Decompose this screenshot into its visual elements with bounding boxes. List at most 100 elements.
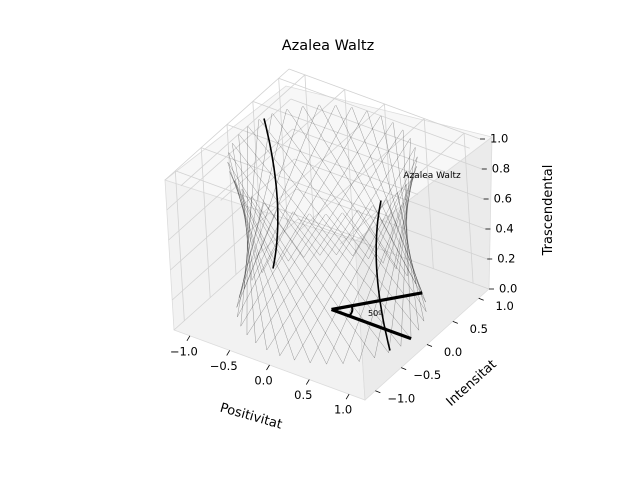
surface-ruling-b [251,105,336,281]
chart-title: Azalea Waltz [282,38,374,54]
x-tick [345,393,350,400]
x-tick [186,335,191,342]
surface-ruling-a [400,138,411,347]
y-tick-label: 0.5 [470,322,488,336]
y-tick-label: 0.0 [444,345,462,359]
x-tick-label: −1.0 [170,344,198,358]
surface-ruling-a [246,214,326,336]
surface-silhouette-left [263,118,279,269]
x-gridline-back [304,74,315,225]
surface-silhouette-right [375,200,391,351]
surface-ruling-b [309,213,412,339]
surface-ruling-a [302,106,408,277]
surface-ruling-b [234,180,327,365]
angle-arc [348,305,354,317]
z-gridline-side [164,68,290,181]
z-tick-label: 1.0 [490,132,508,146]
surface-ruling-a [238,134,337,255]
y-tick-label: −0.5 [413,368,441,382]
surface-ruling-b [237,113,273,317]
surface-ruling-b [246,126,248,335]
x-tick [266,364,270,371]
surface-ruling-a [279,205,373,356]
surface-ruling-a [287,108,397,270]
surface-ruling-b [278,208,389,353]
angle-ray-2 [331,291,423,312]
surface-ruling-b [293,211,402,347]
surface-ruling-a [319,104,417,285]
surface-ruling-a [236,207,278,308]
surface-ruling-a [326,184,407,365]
y-gridline-side [226,124,237,275]
top-pane [164,85,493,242]
surface-annotation: Azalea Waltz [403,171,461,181]
y-gridline-top [201,147,393,219]
surface-ruling-b [303,122,393,258]
surface-ruling-b [274,110,367,267]
surface-ruling-a [359,166,417,362]
surface-ruling-b [386,199,423,293]
surface-ruling-a [272,113,384,264]
angle-marker [330,291,423,341]
x-tick [305,379,310,385]
z-tick-label: 0.8 [492,162,510,176]
surface-ruling-b [238,106,303,298]
surface-ruling-a [255,212,343,344]
z-gridline-side [168,128,293,241]
surface-ruling-a [227,161,289,262]
y-tick-label: −1.0 [387,391,415,405]
y-gridline-side [278,78,289,229]
x-gridline-back [344,89,355,240]
surface-ruling-a [388,147,416,353]
surface-ruling-b [242,189,344,364]
x-gridline-back [384,103,394,255]
z-gridline-side [171,188,297,301]
y-gridline-side [200,147,211,298]
z-tick-label: 0.0 [499,282,517,296]
surface-ruling-a [294,199,386,361]
z-gridline-back [296,188,488,260]
y-gridline-side [174,170,185,321]
axis-ticks: −1.0−0.50.00.51.0−1.0−0.50.00.51.00.00.2… [170,132,517,417]
angle-annotation: 50º [368,309,382,318]
surface-ruling-b [231,143,267,351]
surface-ruling-b [336,138,411,255]
surface-ruling-a [374,157,418,358]
surface-ruling-a [266,209,358,351]
surface-ruling-a [380,116,425,322]
surface-ruling-b [288,115,381,262]
y-tick [401,367,407,371]
y-gridline-side [252,101,263,252]
x-gridline-back [423,118,434,269]
z-gridline-back [297,218,490,290]
surface-ruling-b [227,162,295,361]
z-gridline-back [288,68,481,140]
z-axis-label: Trascendental [541,165,556,257]
surface-ruling-b [243,104,320,289]
surface-ruling-a [335,105,423,293]
surface-wireframe [227,104,427,365]
z-tick-label: 0.2 [497,252,515,266]
z-tick-label: 0.4 [495,222,513,236]
grid-lines [164,68,490,331]
surface-ruling-b [229,171,311,364]
surface-ruling-b [252,196,360,362]
surface-ruling-a [310,192,398,364]
x-tick-label: 0.0 [254,374,272,388]
x-gridline-back [463,133,474,284]
y-tick-label: 1.0 [496,299,514,313]
z-tick-label: 0.6 [494,192,512,206]
surface-ruling-a [247,126,353,257]
angle-ray-1 [330,307,412,341]
y-tick [426,344,433,347]
y-gridline-top [252,101,444,172]
surface-ruling-a [259,119,369,259]
y-tick [375,390,381,394]
x-tick-label: 0.5 [294,388,312,402]
y-tick [452,321,458,324]
surface-ruling-a [232,143,321,256]
z-gridline-back [294,158,486,230]
surface-ruling-a [240,213,310,327]
y-gridline-top [175,170,367,242]
